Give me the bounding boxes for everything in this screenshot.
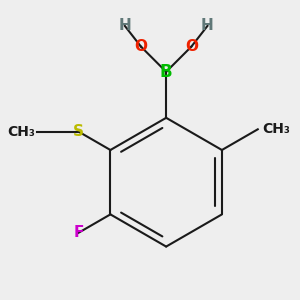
Text: H: H bbox=[118, 18, 131, 33]
Text: O: O bbox=[185, 39, 198, 54]
Text: CH₃: CH₃ bbox=[7, 124, 35, 139]
Text: F: F bbox=[74, 225, 84, 240]
Text: B: B bbox=[160, 63, 172, 81]
Text: S: S bbox=[73, 124, 84, 139]
Text: H: H bbox=[201, 18, 214, 33]
Text: O: O bbox=[134, 39, 148, 54]
Text: CH₃: CH₃ bbox=[262, 122, 290, 136]
